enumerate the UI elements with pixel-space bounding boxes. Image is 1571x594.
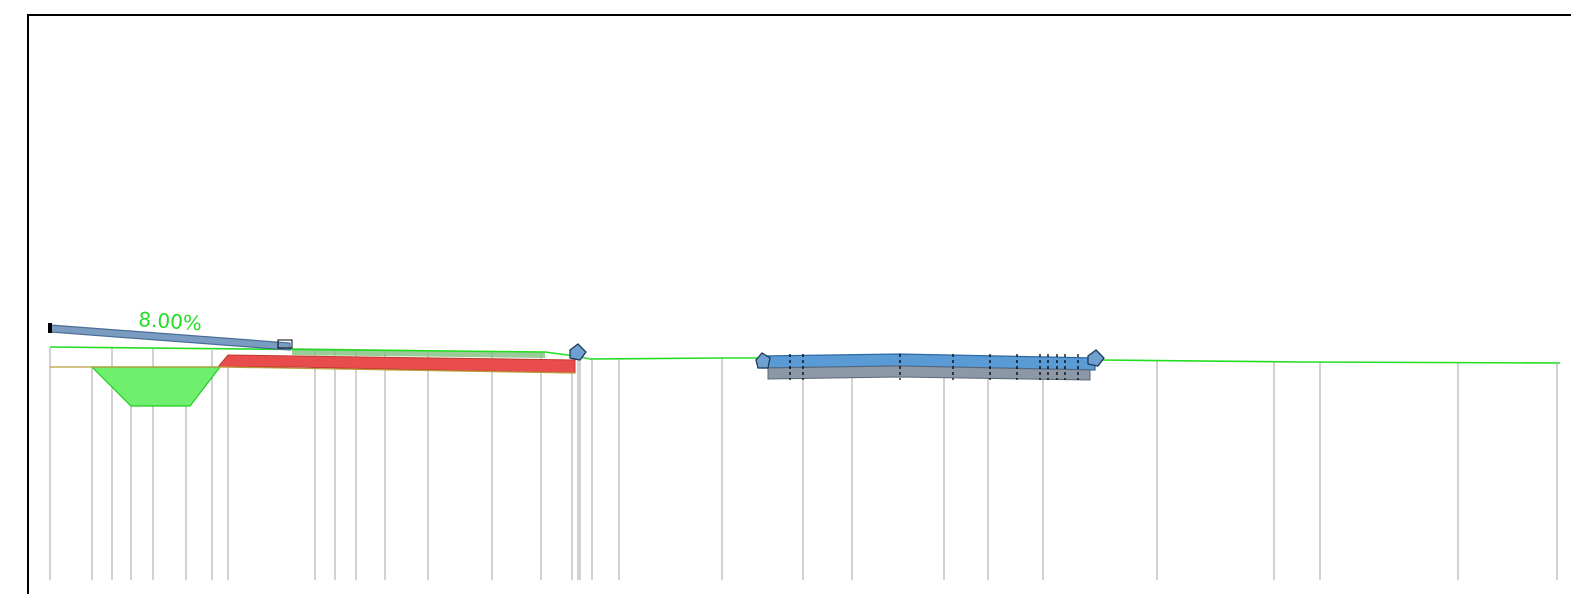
fill-section [216, 354, 576, 374]
roadway-nodes [789, 354, 1079, 380]
drawing-frame [27, 14, 1571, 594]
left-slope-end-marker [48, 323, 52, 333]
left-slope-joint-marker [277, 339, 293, 349]
ditch-section [90, 366, 222, 407]
slope-label: 8.00% [138, 307, 203, 335]
curb-node-left [569, 343, 587, 361]
lower-ground-line [50, 366, 576, 374]
curb-node-left-road [755, 352, 771, 369]
curb-node-right-road [1087, 349, 1105, 367]
cross-section-drawing: 8.00% [48, 307, 1561, 580]
station-lines [49, 348, 1558, 580]
existing-ground-line [49, 346, 1561, 364]
